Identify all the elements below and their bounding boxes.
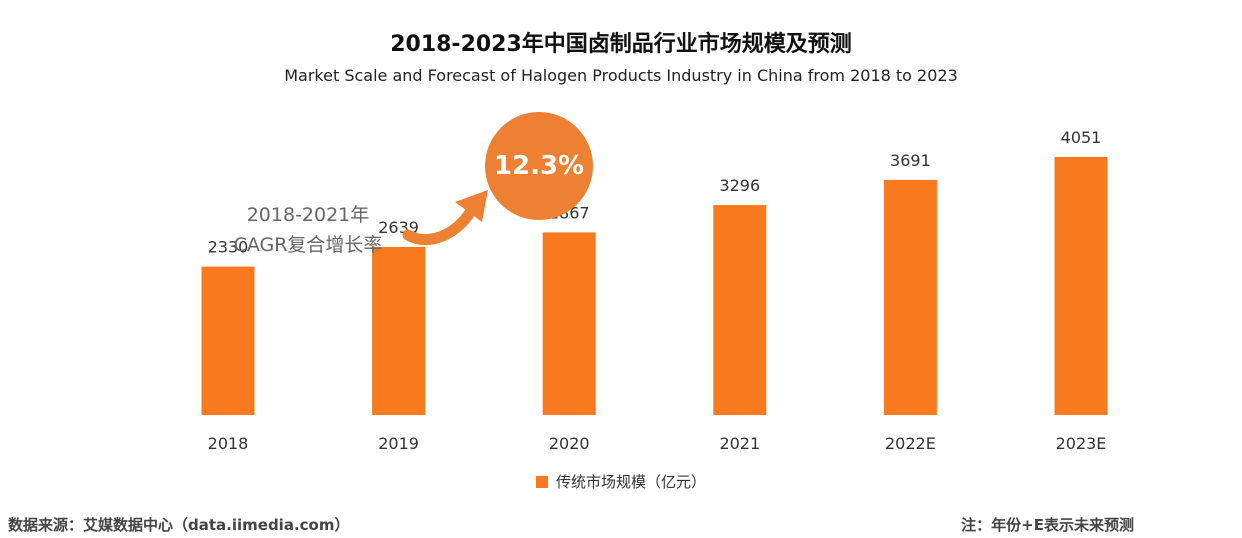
x-tick-2019: 2019 — [378, 434, 419, 453]
x-tick-2018: 2018 — [208, 434, 249, 453]
chart-title: 2018-2023年中国卤制品行业市场规模及预测 — [390, 32, 852, 57]
forecast-note: 注：年份+E表示未来预测 — [961, 516, 1134, 534]
data-label-2023E: 4051 — [1061, 128, 1102, 147]
bar-2023E — [1054, 157, 1108, 415]
data-label-2018: 2330 — [208, 238, 249, 257]
x-tick-2022E: 2022E — [885, 434, 936, 453]
bar-2020 — [542, 232, 596, 415]
data-label-2021: 3296 — [719, 176, 760, 195]
chart-subtitle: Market Scale and Forecast of Halogen Pro… — [284, 66, 958, 85]
bar-2019 — [372, 246, 426, 415]
x-tick-2023E: 2023E — [1056, 434, 1107, 453]
cagr-value-badge: 12.3% — [485, 112, 593, 220]
source-note: 数据来源：艾媒数据中心（data.iimedia.com） — [8, 516, 350, 534]
legend: 传统市场规模（亿元） — [0, 471, 1242, 492]
legend-swatch — [535, 475, 548, 488]
x-tick-2021: 2021 — [719, 434, 760, 453]
cagr-period-label: 2018-2021年 — [246, 204, 370, 226]
bar-2022E — [883, 179, 937, 415]
bar-2021 — [713, 205, 767, 415]
cagr-arrow-head — [455, 190, 488, 222]
x-tick-2020: 2020 — [549, 434, 590, 453]
data-label-2022E: 3691 — [890, 151, 931, 170]
cagr-label: CAGR复合增长率 — [233, 234, 383, 256]
bar-2018 — [201, 266, 255, 415]
legend-label: 传统市场规模（亿元） — [555, 473, 706, 491]
